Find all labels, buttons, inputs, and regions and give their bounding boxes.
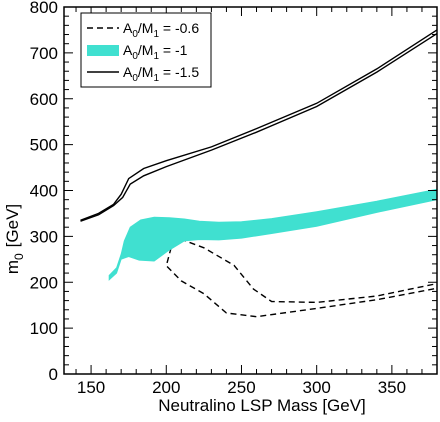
x-tick-label: 350 xyxy=(378,378,406,397)
legend-label-part: A xyxy=(123,20,133,36)
legend-label-part: A xyxy=(123,64,133,80)
legend-swatch-band xyxy=(87,45,119,56)
legend-label-part: = -1 xyxy=(159,42,188,58)
axis-ticks xyxy=(64,6,438,375)
legend-label-part: /M xyxy=(138,42,154,58)
y-tick-label: 500 xyxy=(30,136,58,155)
plot-data xyxy=(80,29,437,318)
series-line-s0-curve-0 xyxy=(170,234,437,304)
legend-label: A0/M1 = -1.5 xyxy=(123,64,199,84)
y-axis-title-unit: [GeV] xyxy=(3,204,22,247)
y-axis-title: m0 [GeV] xyxy=(3,204,26,274)
legend-label-part: 1 xyxy=(153,51,159,62)
series-band-s1 xyxy=(108,188,437,281)
legend-label-part: 0 xyxy=(132,73,138,84)
legend-label-part: /M xyxy=(138,64,154,80)
legend-label-part: /M xyxy=(138,20,154,36)
legend-label: A0/M1 = -1 xyxy=(123,42,188,62)
legend-label-part: 1 xyxy=(153,73,159,84)
legend: A0/M1 = -0.6A0/M1 = -1A0/M1 = -1.5 xyxy=(80,12,212,88)
series-line-s2-curve-1 xyxy=(80,33,437,222)
y-tick-label: 600 xyxy=(30,90,58,109)
legend-label-part: = -0.6 xyxy=(159,20,199,36)
plot-frame xyxy=(63,6,438,375)
legend-label-part: 0 xyxy=(132,29,138,40)
y-axis-title-main: m xyxy=(3,260,22,274)
series-line-s0-curve-1 xyxy=(165,237,437,318)
legend-label-part: 0 xyxy=(132,51,138,62)
x-tick-label: 200 xyxy=(152,378,180,397)
x-axis-title: Neutralino LSP Mass [GeV] xyxy=(158,396,366,415)
legend-label-part: 1 xyxy=(153,29,159,40)
x-tick-label: 250 xyxy=(227,378,255,397)
x-tick-label: 300 xyxy=(302,378,330,397)
legend-label-part: = -1.5 xyxy=(159,64,199,80)
y-tick-label: 100 xyxy=(30,319,58,338)
legend-label: A0/M1 = -0.6 xyxy=(123,20,199,40)
legend-label-part: A xyxy=(123,42,133,58)
y-tick-label: 300 xyxy=(30,227,58,246)
y-tick-label: 800 xyxy=(30,0,58,17)
series-line-s2-curve-0 xyxy=(80,29,437,221)
y-tick-label: 200 xyxy=(30,273,58,292)
y-tick-label: 700 xyxy=(30,44,58,63)
y-tick-label: 400 xyxy=(30,182,58,201)
y-tick-label: 0 xyxy=(49,365,58,384)
x-tick-label: 150 xyxy=(77,378,105,397)
y-axis-title-sub: 0 xyxy=(12,253,26,260)
